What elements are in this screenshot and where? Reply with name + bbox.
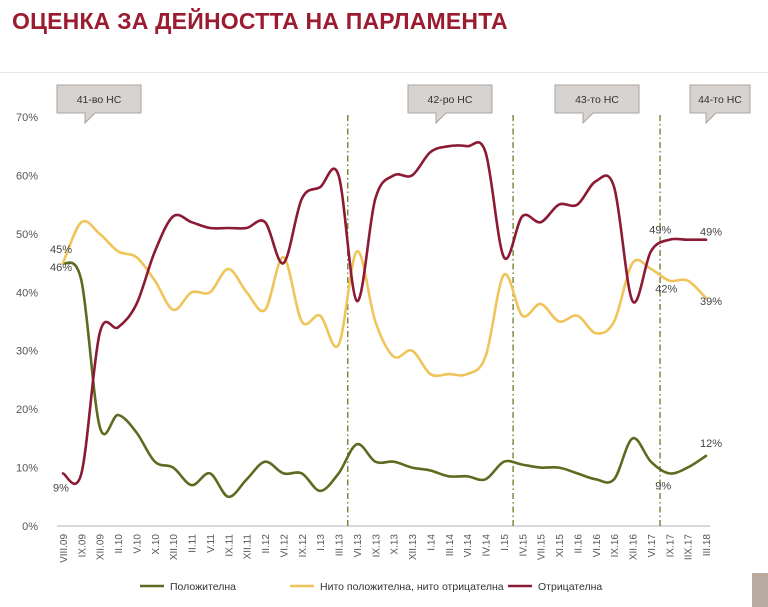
x-tick-label: VI.12 <box>279 534 290 558</box>
x-tick-label: III.18 <box>702 534 713 557</box>
period-callout <box>689 84 751 125</box>
data-label: 49% <box>649 225 671 237</box>
period-callout <box>554 84 640 125</box>
legend-label: Нито положителна, нито отрицателна <box>320 581 504 593</box>
x-tick-label: IX.17 <box>665 534 676 558</box>
x-tick-label: IX.16 <box>610 534 621 558</box>
legend-label: Отрицателна <box>538 581 602 593</box>
x-tick-label: VI.13 <box>353 534 364 558</box>
series-line-negative <box>61 141 708 485</box>
page-title: ОЦЕНКА ЗА ДЕЙНОСТТА НА ПАРЛАМЕНТА <box>12 8 508 34</box>
x-tick-label: VI.16 <box>592 534 603 558</box>
data-label: 46% <box>50 262 72 274</box>
x-tick-label: V.10 <box>132 534 143 554</box>
x-tick-label: I.13 <box>316 534 327 551</box>
x-tick-label: VII.15 <box>537 534 548 561</box>
x-tick-label: XII.13 <box>408 534 419 561</box>
x-tick-label: I.14 <box>426 534 437 551</box>
data-label: 9% <box>655 480 671 492</box>
period-callout <box>407 84 493 125</box>
data-label: 12% <box>700 438 722 450</box>
x-tick-label: VIII.09 <box>59 534 70 563</box>
data-label: 45% <box>50 244 72 256</box>
x-tick-label: XII.16 <box>629 534 640 561</box>
x-tick-label: II.10 <box>114 534 125 554</box>
x-tick-label: IX.09 <box>77 534 88 558</box>
period-callout-label: 42-ро НС <box>428 94 473 106</box>
x-tick-label: VI.14 <box>463 534 474 558</box>
x-tick-label: IX.11 <box>224 534 235 557</box>
period-callout-label: 41-во НС <box>77 94 122 106</box>
legend-label: Положителна <box>170 581 236 593</box>
x-tick-label: X.13 <box>390 534 401 555</box>
x-tick-label: XII.11 <box>243 534 254 560</box>
x-tick-label: III.14 <box>445 534 456 557</box>
x-tick-label: IV.15 <box>518 534 529 557</box>
x-tick-label: X.10 <box>151 534 162 555</box>
x-tick-label: II.11 <box>188 534 199 553</box>
y-tick-label: 20% <box>16 404 38 416</box>
x-tick-label: VI.17 <box>647 534 658 558</box>
x-tick-label: II.12 <box>261 534 272 554</box>
data-label: 39% <box>700 296 722 308</box>
divider <box>0 72 768 73</box>
x-tick-label: III.13 <box>335 534 346 557</box>
x-tick-label: IV.14 <box>482 534 493 557</box>
data-label: 42% <box>655 284 677 296</box>
y-tick-label: 30% <box>16 346 38 358</box>
series-line-positive <box>61 261 708 499</box>
x-tick-label: XII.09 <box>96 534 107 561</box>
x-tick-label: IIX.17 <box>684 534 695 561</box>
y-tick-label: 40% <box>16 287 38 299</box>
x-tick-label: IX.13 <box>371 534 382 558</box>
y-tick-label: 70% <box>16 112 38 124</box>
series-line-neutral <box>61 219 708 378</box>
x-tick-label: I.15 <box>500 534 511 551</box>
x-tick-label: II.16 <box>573 534 584 554</box>
corner-decoration <box>752 573 768 607</box>
data-label: 49% <box>700 227 722 239</box>
period-callout-label: 44-то НС <box>698 94 742 106</box>
x-tick-label: XI.15 <box>555 534 566 558</box>
y-tick-label: 60% <box>16 170 38 182</box>
data-label: 9% <box>53 482 69 494</box>
y-tick-label: 0% <box>22 521 38 533</box>
y-tick-label: 50% <box>16 229 38 241</box>
period-callout-label: 43-то НС <box>575 94 619 106</box>
x-tick-label: V.11 <box>206 534 217 553</box>
x-tick-label: IX.12 <box>298 534 309 558</box>
y-tick-label: 10% <box>16 463 38 475</box>
period-callout <box>56 84 142 125</box>
x-tick-label: XII.10 <box>169 534 180 561</box>
